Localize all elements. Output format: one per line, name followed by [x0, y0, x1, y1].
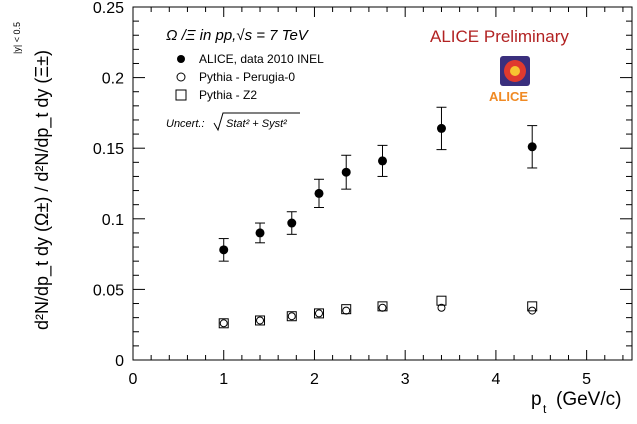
data-point-alice [255, 228, 265, 238]
x-axis-label-sub: t [543, 402, 547, 416]
y-axis-label: d²N/dp_t dy (Ω±) / d²N/dp_t dy (Ξ±) [32, 50, 53, 330]
data-point-z2 [286, 311, 297, 322]
data-point-perugia [287, 312, 296, 321]
axis-ticks [132, 6, 632, 361]
tick-labels: 0 1 2 3 4 5 0 0.05 0.1 0.15 0.2 0.25 [93, 0, 591, 388]
legend-label-z2: Pythia - Z2 [199, 88, 257, 102]
y-tick-label: 0.2 [102, 71, 124, 88]
data-point-perugia [256, 316, 265, 325]
x-tick-label: 0 [129, 371, 138, 388]
y-axis-label-text: d²N/dp_t dy (Ω±) / d²N/dp_t dy (Ξ±) [32, 50, 53, 330]
y-axis-condition-text: |y| < 0.5 [12, 22, 22, 54]
x-tick-label: 1 [219, 371, 228, 388]
x-tick-label: 5 [582, 371, 591, 388]
data-point-perugia [437, 303, 446, 312]
legend-label-perugia: Pythia - Perugia-0 [199, 70, 295, 84]
data-point-alice [341, 167, 351, 177]
y-tick-label: 0 [115, 353, 124, 370]
alice-logo: ALICE [489, 56, 530, 104]
data-point-z2 [377, 301, 388, 312]
x-tick-label: 4 [491, 371, 500, 388]
x-axis-label-main: p [531, 389, 542, 410]
data-point-alice [314, 188, 324, 198]
x-tick-label: 3 [401, 371, 410, 388]
legend-marker-data [177, 55, 185, 63]
data-point-perugia [219, 319, 228, 328]
y-tick-label: 0.25 [93, 0, 124, 17]
logo-core [510, 66, 520, 76]
data-point-perugia [342, 306, 351, 315]
data-point-perugia [314, 309, 323, 318]
data-point-alice [219, 245, 229, 255]
x-axis-label: p t (GeV/c) [531, 389, 621, 416]
logo-text: ALICE [489, 89, 528, 104]
data-point-perugia [378, 303, 387, 312]
y-tick-label: 0.05 [93, 282, 124, 299]
legend-marker-z2 [175, 89, 187, 101]
data-point-alice [378, 156, 387, 166]
data-point-alice [287, 218, 297, 228]
data-point-z2 [527, 301, 538, 312]
data-point-alice [436, 123, 446, 133]
legend: ALICE, data 2010 INEL Pythia - Perugia-0… [175, 52, 324, 102]
y-tick-label: 0.15 [93, 141, 124, 158]
sqrt-sign [213, 112, 300, 132]
uncertainty-note: Uncert.: Stat² + Syst² [166, 112, 300, 132]
data-point-z2 [218, 318, 229, 329]
data-point-z2 [255, 315, 266, 326]
chart-title: ALICE Preliminary [430, 27, 569, 46]
data-marks [218, 106, 538, 329]
x-axis-label-unit: (GeV/c) [556, 389, 621, 410]
legend-label-data: ALICE, data 2010 INEL [199, 52, 324, 66]
x-tick-label: 2 [310, 371, 319, 388]
legend-marker-perugia [176, 72, 186, 82]
data-point-z2 [313, 308, 324, 319]
uncertainty-prefix: Uncert.: [166, 118, 205, 130]
y-axis-condition: |y| < 0.5 [12, 22, 22, 54]
y-tick-label: 0.1 [102, 212, 124, 229]
data-point-z2 [436, 295, 447, 306]
data-point-z2 [341, 304, 352, 315]
plot-frame [132, 6, 633, 361]
data-point-alice [527, 142, 537, 152]
uncertainty-formula: Stat² + Syst² [226, 118, 287, 130]
collision-annotation: Ω /Ξ in pp,√s = 7 TeV [166, 27, 310, 44]
